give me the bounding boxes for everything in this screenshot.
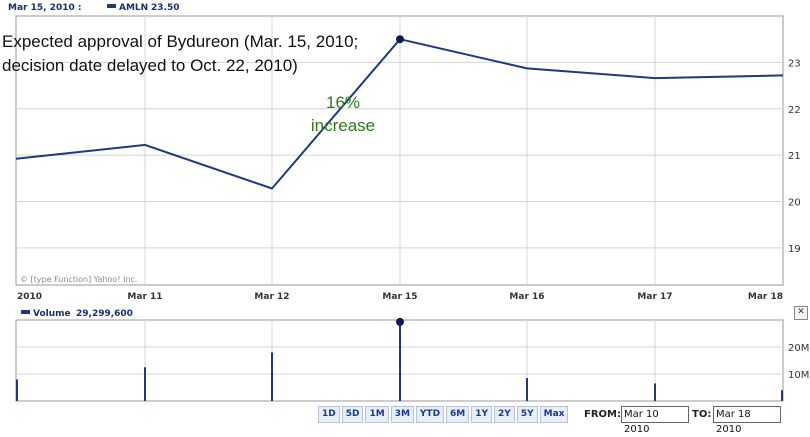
range-button-3m[interactable]: 3M <box>390 406 414 423</box>
price-x-tick-label: Mar 11 <box>127 292 162 302</box>
from-label: FROM: <box>584 409 621 420</box>
volume-bars <box>16 317 783 401</box>
range-button-5d[interactable]: 5D <box>341 406 364 423</box>
header-legend-swatch <box>107 4 116 8</box>
annotation-line-2: decision date delayed to Oct. 22, 2010) <box>2 56 298 75</box>
price-x-tick-label: Mar 15 <box>382 292 417 302</box>
annotation-increase-pct: 16% <box>326 93 360 112</box>
price-points <box>396 35 404 44</box>
price-grid <box>16 16 783 285</box>
price-y-tick-label: 19 <box>788 244 801 255</box>
price-x-tick-label: Mar 18 <box>748 292 783 302</box>
to-label: TO: <box>692 409 712 420</box>
price-x-tick-label: 2010 <box>17 292 42 302</box>
range-button-ytd[interactable]: YTD <box>415 406 445 423</box>
price-y-tick-label: 20 <box>788 198 801 209</box>
price-y-axis: 19 20 21 22 23 <box>788 58 801 255</box>
range-button-1d[interactable]: 1D <box>318 406 340 423</box>
range-button-5y[interactable]: 5Y <box>516 406 538 423</box>
price-x-axis: 2010 Mar 11 Mar 12 Mar 15 Mar 16 Mar 17 Mar 18 <box>17 292 783 302</box>
price-x-tick-label: Mar 17 <box>637 292 672 302</box>
price-x-tick-label: Mar 16 <box>509 292 544 302</box>
volume-y-tick-label: 10M <box>788 370 809 381</box>
range-buttons: 1D 5D 1M 3M YTD 6M 1Y 2Y 5Y Max <box>318 406 569 423</box>
price-y-tick-label: 21 <box>788 151 801 162</box>
range-button-6m[interactable]: 6M <box>446 406 470 423</box>
price-highlight-point <box>396 35 404 44</box>
annotation-increase-word: increase <box>311 116 375 135</box>
close-button[interactable]: ✕ <box>794 306 808 320</box>
from-date-input[interactable]: Mar 10 2010 <box>621 406 689 435</box>
range-button-2y[interactable]: 2Y <box>494 406 515 423</box>
volume-highlight-point <box>396 317 404 326</box>
range-button-1m[interactable]: 1M <box>365 406 389 423</box>
stock-chart: Mar 15, 2010 : AMLN 23.50 19 20 21 22 23 201… <box>2 3 809 402</box>
header-ticker: AMLN <box>119 3 148 13</box>
header-price: 23.50 <box>151 3 179 13</box>
chart-credit: © [type Function] Yahoo! Inc. <box>20 275 137 284</box>
to-date-input[interactable]: Mar 18 2010 <box>713 406 781 435</box>
volume-value: 29,299,600 <box>76 309 133 319</box>
header-date: Mar 15, 2010 : <box>8 3 81 13</box>
volume-label: Volume <box>33 309 71 319</box>
volume-y-tick-label: 20M <box>788 343 809 354</box>
price-x-tick-label: Mar 12 <box>254 292 289 302</box>
volume-y-axis: 10M 20M <box>788 343 809 381</box>
annotation-line-1: Expected approval of Bydureon (Mar. 15, … <box>2 32 358 51</box>
price-y-tick-label: 23 <box>788 58 801 69</box>
range-button-max[interactable]: Max <box>539 406 569 423</box>
price-y-tick-label: 22 <box>788 105 801 116</box>
range-button-1y[interactable]: 1Y <box>471 406 493 423</box>
volume-legend-swatch <box>21 310 30 314</box>
